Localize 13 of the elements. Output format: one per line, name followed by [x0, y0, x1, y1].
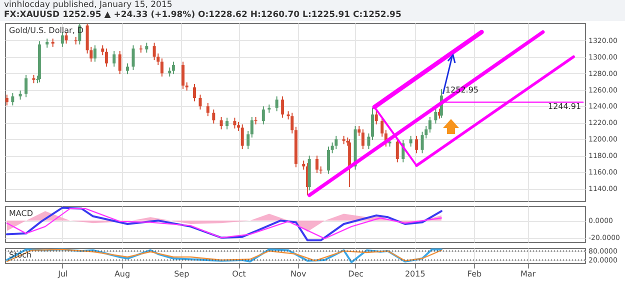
- x-tick-label: Aug: [114, 270, 130, 278]
- chart-title: FX:XAUUSD 1252.95 ▲ +24.33 (+1.98%) O:1228.62 H:1260.70 L:1225.91 C:1252.95: [4, 10, 402, 20]
- x-tick-label: Sep: [174, 270, 190, 278]
- x-tick-label: Dec: [348, 270, 364, 278]
- x-tick-label: Mar: [520, 270, 536, 278]
- annotation: 1244.91: [548, 102, 582, 112]
- x-tick-label: 2015: [404, 270, 426, 278]
- x-tick-label: Oct: [232, 270, 246, 278]
- x-tick-label: Nov: [290, 270, 306, 278]
- chart-subtitle: vinhlocday published, January 15, 2015: [4, 0, 174, 10]
- x-tick-label: Feb: [467, 270, 482, 278]
- x-tick-label: Jul: [57, 270, 68, 278]
- annotation: MACD: [9, 209, 33, 218]
